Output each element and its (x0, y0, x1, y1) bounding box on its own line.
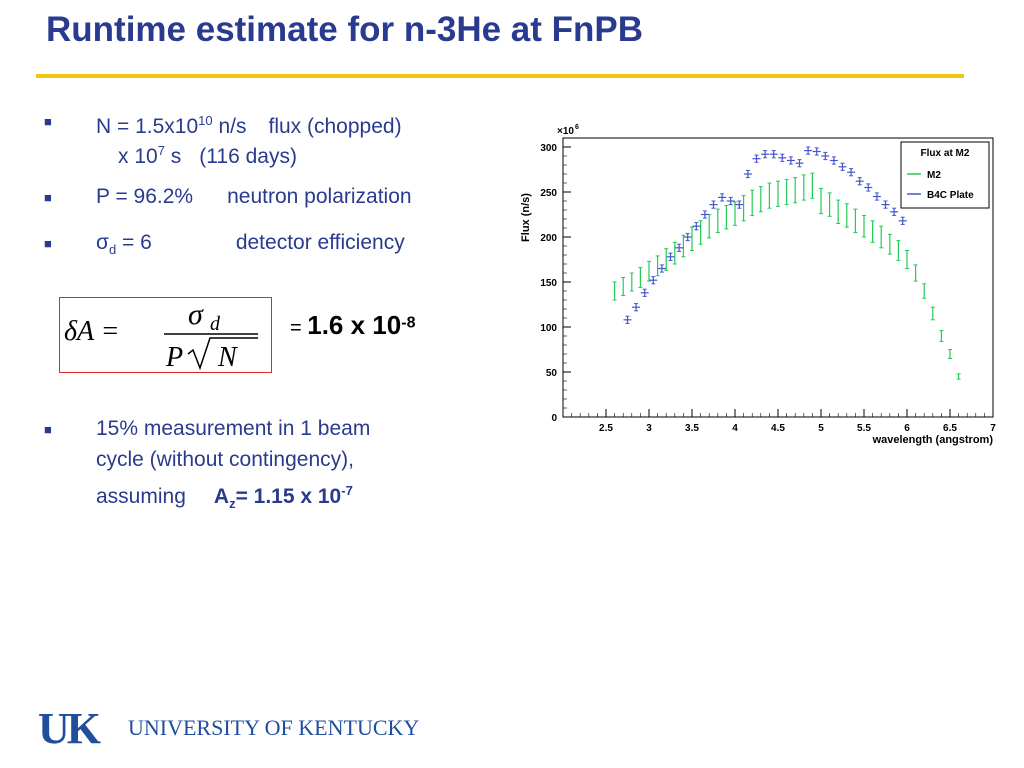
x-tick-label: 5 (818, 423, 824, 434)
runtime-description: (116 days) (199, 145, 297, 168)
x-tick-label: 4 (732, 423, 738, 434)
bullet-polarization: P = 96.2% neutron polarization (96, 182, 412, 212)
university-name: UNIVERSITY OF KENTUCKY (128, 715, 420, 740)
measurement-line-3: assuming Az= 1.15 x 10-7 (96, 483, 353, 512)
y-axis-label: Flux (n/s) (520, 193, 532, 242)
slide-title: Runtime estimate for n-3He at FnPB (46, 10, 644, 49)
legend-title: Flux at M2 (921, 148, 970, 159)
y-tick-label: 50 (546, 368, 558, 379)
y-multiplier-exp: 6 (575, 124, 579, 131)
legend-entry: B4C Plate (927, 190, 974, 201)
measurement-line-2: cycle (without contingency), (96, 448, 354, 471)
formula-result: = 1.6 x 10-8 (290, 310, 416, 340)
title-underline (36, 74, 964, 78)
x-tick-label: 5.5 (857, 423, 871, 434)
polarization-value: P = 96.2% (96, 185, 194, 208)
bullet-marker: ■ (44, 114, 52, 129)
sqrt-sign (187, 337, 258, 371)
measurement-line-1: 15% measurement in 1 beam (96, 417, 371, 440)
flux-chart: 2.5 3 3.5 4 4.5 5 5.5 6 6.5 7 0 50 100 150 200 250 300 wa… (515, 120, 1000, 450)
x-tick-label: 3 (646, 423, 652, 434)
runtime-value: x 107 s (118, 143, 182, 168)
flux-value: N = 1.5x1010 n/s (96, 113, 247, 138)
x-tick-label: 4.5 (771, 423, 785, 434)
x-tick-label: 7 (990, 423, 996, 434)
y-tick-label: 150 (540, 278, 557, 289)
bullet-marker: ■ (44, 422, 52, 437)
y-tick-label: 300 (540, 143, 557, 154)
x-axis-label: wavelength (angstrom) (872, 434, 994, 446)
x-tick-label: 6 (904, 423, 910, 434)
bullet-runtime: x 107 s (116 days) (118, 136, 297, 172)
bullet-flux: N = 1.5x1010 n/s flux (chopped) (96, 106, 402, 142)
bullet-efficiency: σd = 6 detector efficiency (96, 228, 405, 265)
x-tick-label: 6.5 (943, 423, 957, 434)
formula-graphic: δA = σ d P N (64, 298, 258, 372)
y-tick-label: 100 (540, 323, 557, 334)
legend-box (900, 141, 990, 209)
bullet-marker: ■ (44, 190, 52, 205)
y-tick-label: 200 (540, 233, 557, 244)
x-tick-label: 2.5 (599, 423, 613, 434)
formula-numerator: σ (188, 298, 204, 331)
flux-description: flux (chopped) (268, 115, 402, 138)
efficiency-value: σd = 6 (96, 231, 152, 258)
y-multiplier: ×10 (557, 126, 574, 137)
legend-entry: M2 (927, 170, 941, 181)
x-tick-label: 3.5 (685, 423, 699, 434)
bullet-marker: ■ (44, 236, 52, 251)
formula-lhs: δA = (64, 316, 120, 347)
polarization-description: neutron polarization (227, 185, 412, 208)
formula-denominator-p: P (165, 342, 183, 372)
formula-denominator-n: N (217, 342, 238, 372)
asymmetry-formula: δA = σ d P N (59, 297, 272, 373)
asymmetry-assumption: Az= 1.15 x 10-7 (213, 483, 353, 512)
uk-logo-mark: UK (38, 704, 101, 753)
formula-numerator-sub: d (210, 313, 221, 335)
y-tick-label: 250 (540, 188, 557, 199)
y-tick-label: 0 (551, 413, 557, 424)
efficiency-description: detector efficiency (235, 231, 405, 254)
